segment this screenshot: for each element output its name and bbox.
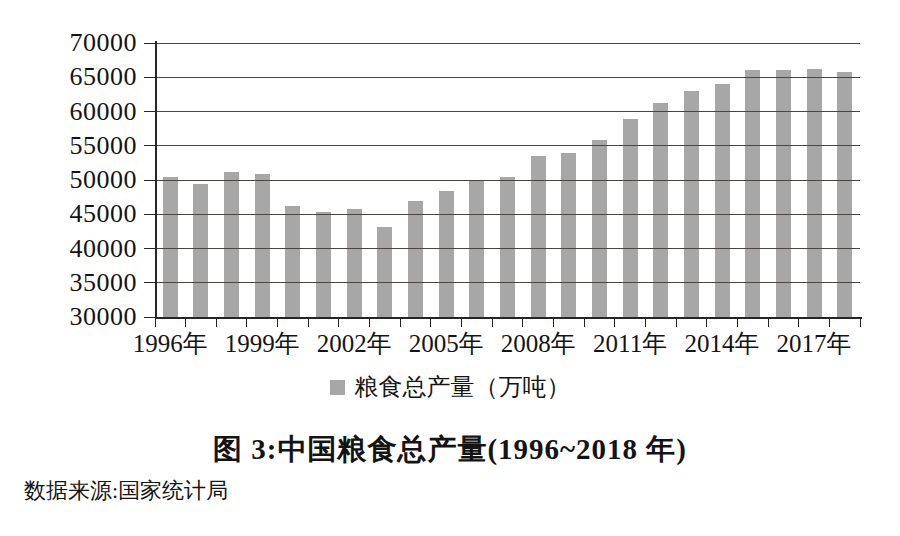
bar-2006	[469, 181, 484, 317]
gridline-70000	[157, 43, 860, 44]
bar-2008	[531, 156, 546, 317]
legend-swatch-icon	[330, 380, 345, 395]
gridline-60000	[157, 111, 860, 112]
bar-2009	[561, 153, 576, 317]
bar-1996	[163, 177, 178, 317]
bar-2004	[408, 201, 423, 317]
data-source: 数据来源:国家统计局	[24, 476, 228, 506]
gridline-45000	[157, 214, 860, 215]
gridline-40000	[157, 248, 860, 249]
bar-1998	[224, 172, 239, 317]
x-tick-label-1999: 1999年	[225, 327, 300, 360]
bar-2005	[439, 191, 454, 317]
gridline-55000	[157, 145, 860, 146]
chart-legend: 粮食总产量（万吨）	[0, 371, 900, 403]
x-tick-label-2011: 2011年	[593, 327, 667, 360]
x-tick-label-1996: 1996年	[133, 327, 208, 360]
bar-2000	[285, 206, 300, 317]
figure-title: 图 3:中国粮食总产量(1996~2018 年)	[0, 430, 900, 470]
legend-label: 粮食总产量（万吨）	[355, 371, 571, 403]
bar-2017	[807, 69, 822, 317]
bar-2012	[653, 103, 668, 317]
x-tick-label-2002: 2002年	[317, 327, 392, 360]
x-tick-label-2008: 2008年	[501, 327, 576, 360]
bar-2010	[592, 140, 607, 317]
figure-page: 3000035000400004500050000550006000065000…	[0, 0, 900, 536]
x-tick-label-2005: 2005年	[409, 327, 484, 360]
x-tick-label-2014: 2014年	[685, 327, 760, 360]
bar-1997	[193, 184, 208, 317]
bar-2001	[316, 212, 331, 317]
bar-2002	[347, 209, 362, 317]
bar-1999	[255, 174, 270, 317]
x-tick-label-2017: 2017年	[777, 327, 852, 360]
gridline-65000	[157, 77, 860, 78]
gridline-50000	[157, 180, 860, 181]
bar-2018	[837, 72, 852, 317]
bar-2011	[623, 119, 638, 317]
gridline-35000	[157, 282, 860, 283]
bar-2003	[377, 227, 392, 317]
bar-2015	[745, 70, 760, 317]
bar-2016	[776, 70, 791, 317]
